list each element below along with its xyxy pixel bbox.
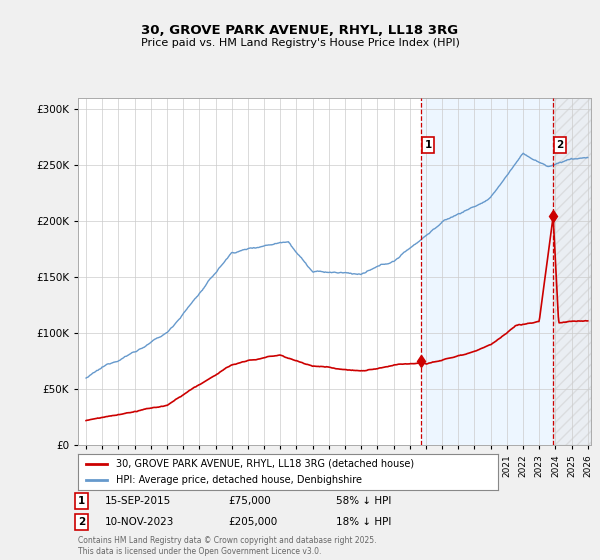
Bar <box>421 98 591 445</box>
Text: 1: 1 <box>424 140 432 150</box>
Text: HPI: Average price, detached house, Denbighshire: HPI: Average price, detached house, Denb… <box>116 475 362 485</box>
Text: 30, GROVE PARK AVENUE, RHYL, LL18 3RG (detached house): 30, GROVE PARK AVENUE, RHYL, LL18 3RG (d… <box>116 459 414 469</box>
Text: Contains HM Land Registry data © Crown copyright and database right 2025.
This d: Contains HM Land Registry data © Crown c… <box>78 536 377 556</box>
Text: 30, GROVE PARK AVENUE, RHYL, LL18 3RG: 30, GROVE PARK AVENUE, RHYL, LL18 3RG <box>142 24 458 36</box>
Text: 15-SEP-2015: 15-SEP-2015 <box>105 496 171 506</box>
Text: 18% ↓ HPI: 18% ↓ HPI <box>336 517 391 527</box>
Text: £75,000: £75,000 <box>228 496 271 506</box>
Text: £205,000: £205,000 <box>228 517 277 527</box>
Text: 1: 1 <box>78 496 85 506</box>
Text: 58% ↓ HPI: 58% ↓ HPI <box>336 496 391 506</box>
Bar <box>553 98 591 445</box>
Text: 2: 2 <box>78 517 85 527</box>
Text: 2: 2 <box>556 140 563 150</box>
Text: Price paid vs. HM Land Registry's House Price Index (HPI): Price paid vs. HM Land Registry's House … <box>140 38 460 48</box>
Text: 10-NOV-2023: 10-NOV-2023 <box>105 517 175 527</box>
